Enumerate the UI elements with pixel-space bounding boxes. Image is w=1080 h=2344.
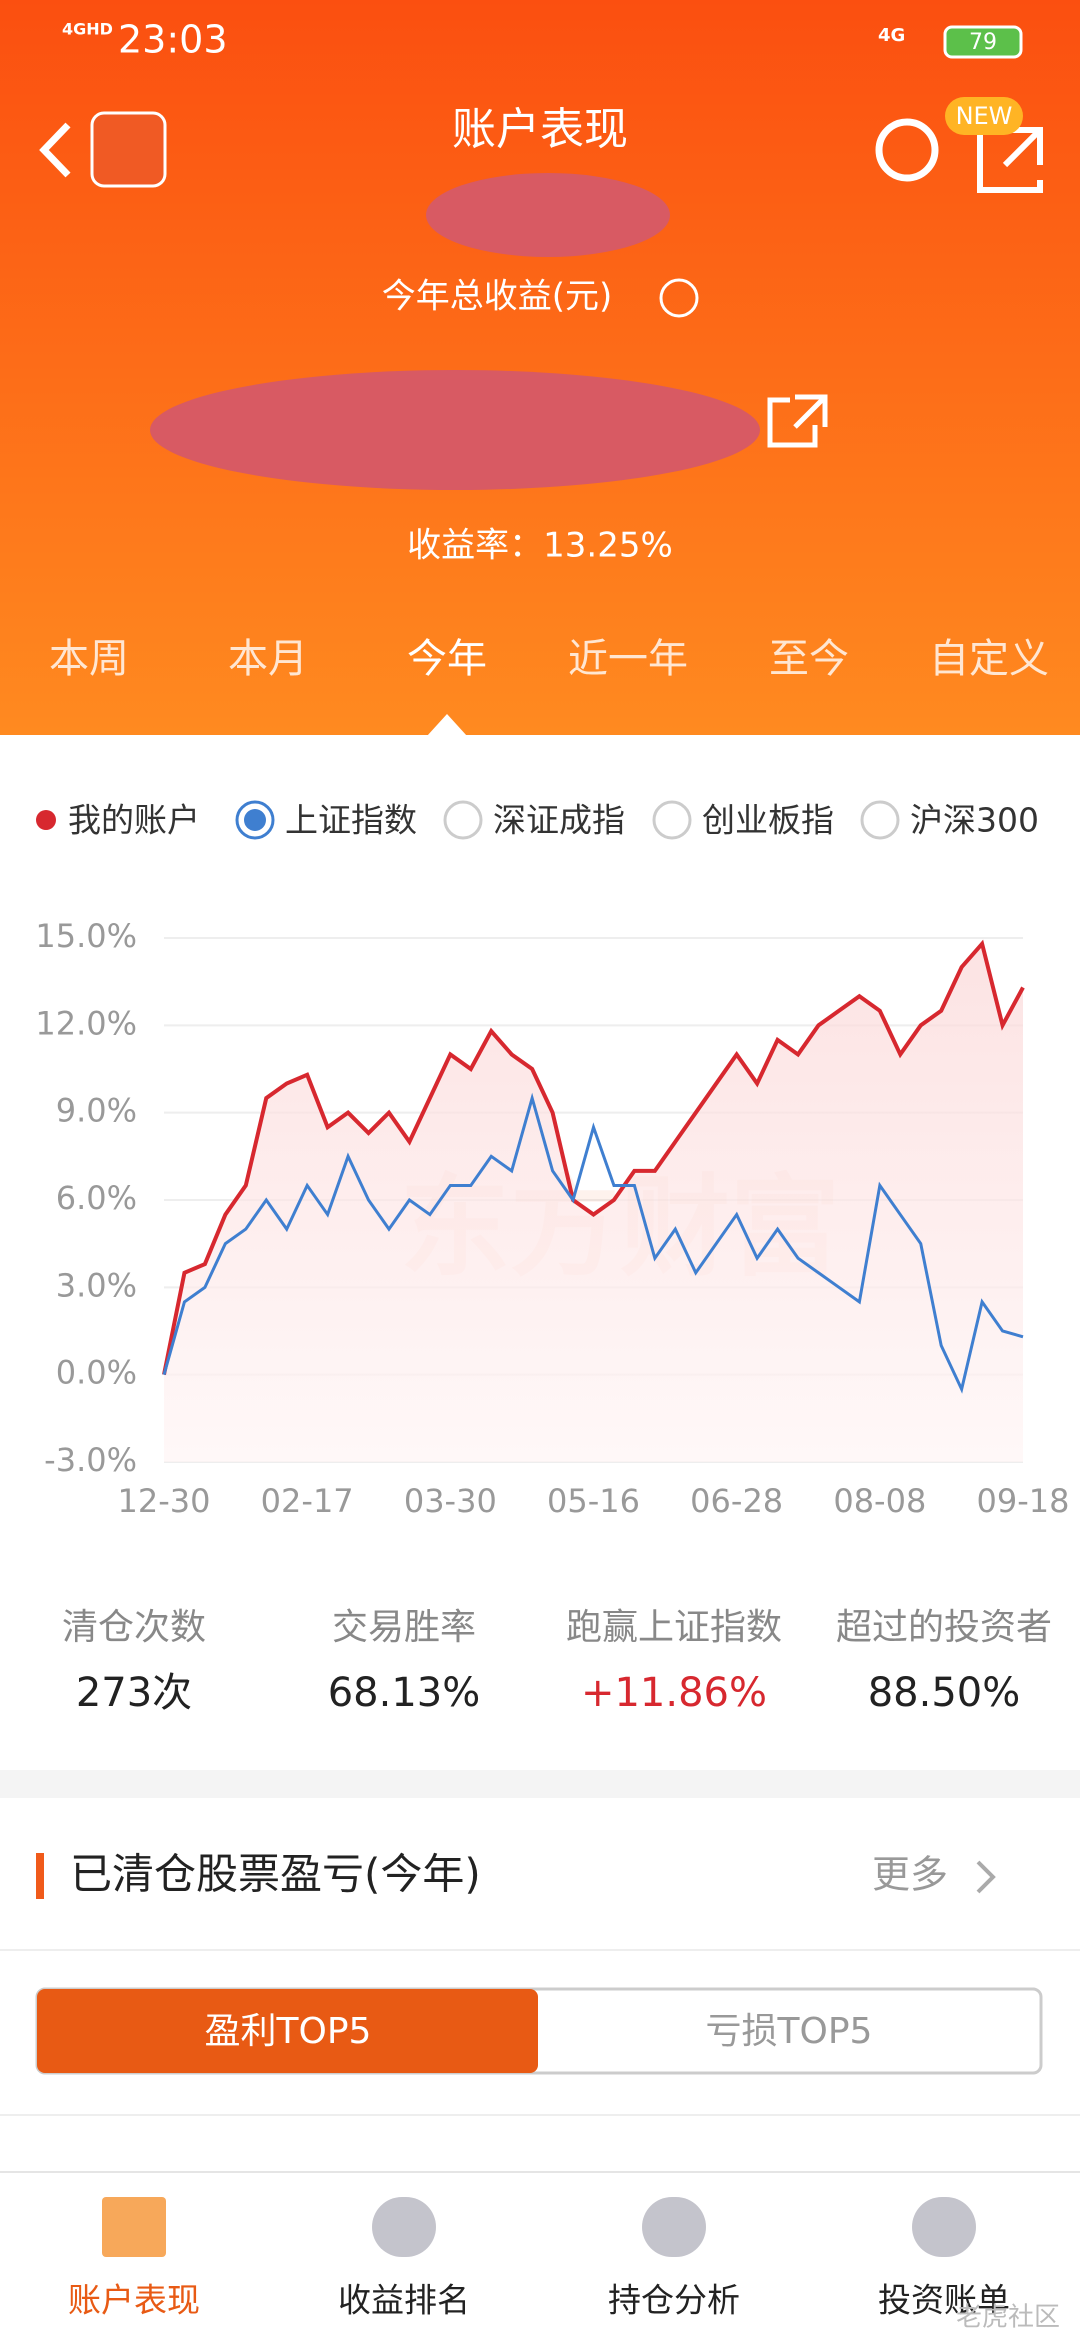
radio[interactable] xyxy=(652,800,692,840)
legend-label[interactable]: 我的账户 xyxy=(68,801,200,840)
series-line xyxy=(162,1092,1024,1394)
tab[interactable]: 自定义 xyxy=(929,636,1049,682)
radio[interactable] xyxy=(443,800,483,840)
x-tick-label: 06-28 xyxy=(690,1482,783,1520)
y-tick-label: -3.0% xyxy=(44,1441,137,1479)
stat-value: +11.86% xyxy=(581,1670,767,1716)
redaction xyxy=(426,173,670,257)
more-link[interactable]: 更多 xyxy=(872,1853,948,1897)
signal: 4G xyxy=(878,25,905,46)
tab-indicator xyxy=(427,714,467,736)
stat-label: 清仓次数 xyxy=(62,1607,206,1648)
y-tick-label: 3.0% xyxy=(56,1266,137,1304)
refresh-button[interactable] xyxy=(875,118,939,182)
tab[interactable]: 至今 xyxy=(769,636,849,682)
legend-label[interactable]: 上证指数 xyxy=(285,801,417,840)
stat-label: 超过的投资者 xyxy=(836,1607,1052,1648)
y-tick-label: 6.0% xyxy=(56,1179,137,1217)
app-logo xyxy=(90,111,167,188)
watermark: 老虎社区 xyxy=(956,2303,1060,2333)
section-title: 已清仓股票盈亏(今年) xyxy=(70,1850,481,1899)
y-tick-label: 15.0% xyxy=(35,917,137,955)
series-line xyxy=(162,939,1025,1376)
toggle-option[interactable]: 盈利TOP5 xyxy=(205,2011,372,2052)
stat-value: 88.50% xyxy=(868,1670,1021,1716)
nav-icon[interactable] xyxy=(102,2197,166,2257)
toggle-option[interactable]: 亏损TOP5 xyxy=(706,2011,873,2052)
legend-label[interactable]: 深证成指 xyxy=(493,801,625,840)
nav-label[interactable]: 收益排名 xyxy=(338,2281,470,2320)
x-tick-label: 03-30 xyxy=(404,1482,497,1520)
nav-icon[interactable] xyxy=(372,2197,436,2257)
section-bar xyxy=(36,1853,44,1899)
y-tick-label: 0.0% xyxy=(56,1354,137,1392)
legend-label[interactable]: 创业板指 xyxy=(702,801,834,840)
network: 4GHD xyxy=(62,20,113,39)
separator xyxy=(0,1770,1080,1798)
time: 23:03 xyxy=(118,18,228,62)
radio-dot xyxy=(244,809,266,831)
nav-icon[interactable] xyxy=(642,2197,706,2257)
legend-label[interactable]: 沪深300 xyxy=(910,801,1039,840)
battery xyxy=(943,25,1023,59)
tab[interactable]: 本月 xyxy=(228,636,308,682)
info-icon[interactable] xyxy=(659,278,699,318)
x-tick-label: 08-08 xyxy=(833,1482,926,1520)
nav-label[interactable]: 投资账单 xyxy=(878,2281,1010,2320)
new-badge xyxy=(945,97,1023,135)
battery-level: 79 xyxy=(969,30,997,55)
stat-label: 跑赢上证指数 xyxy=(566,1607,782,1648)
area xyxy=(164,943,1023,1462)
radio[interactable] xyxy=(860,800,900,840)
nav-icon[interactable] xyxy=(912,2197,976,2257)
x-tick-label: 09-18 xyxy=(977,1482,1070,1520)
yield-text: 收益率：13.25% xyxy=(407,526,673,566)
stat-value: 68.13% xyxy=(328,1670,481,1716)
tab[interactable]: 今年 xyxy=(407,636,487,682)
bottom-nav-bg xyxy=(0,2172,1080,2340)
redaction xyxy=(150,370,760,490)
detail-button[interactable] xyxy=(767,394,828,448)
nav-label[interactable]: 持仓分析 xyxy=(608,2281,740,2320)
chevron xyxy=(976,1860,996,1894)
nav-label[interactable]: 账户表现 xyxy=(68,2281,200,2320)
y-tick-label: 12.0% xyxy=(35,1004,137,1042)
legend-dot xyxy=(36,810,56,830)
tab[interactable]: 本周 xyxy=(49,636,129,682)
stat-label: 交易胜率 xyxy=(332,1607,476,1648)
tab[interactable]: 近一年 xyxy=(568,636,688,682)
x-tick-label: 12-30 xyxy=(118,1482,211,1520)
page-title: 账户表现 xyxy=(452,104,628,155)
back-button[interactable] xyxy=(39,122,71,178)
x-tick-label: 02-17 xyxy=(261,1482,354,1520)
new-badge-text: NEW xyxy=(956,102,1013,130)
y-tick-label: 9.0% xyxy=(56,1092,137,1130)
summary-label: 今年总收益(元) xyxy=(382,277,613,317)
stat-value: 273次 xyxy=(76,1670,192,1716)
toggle-active xyxy=(37,1989,538,2073)
x-tick-label: 05-16 xyxy=(547,1482,640,1520)
